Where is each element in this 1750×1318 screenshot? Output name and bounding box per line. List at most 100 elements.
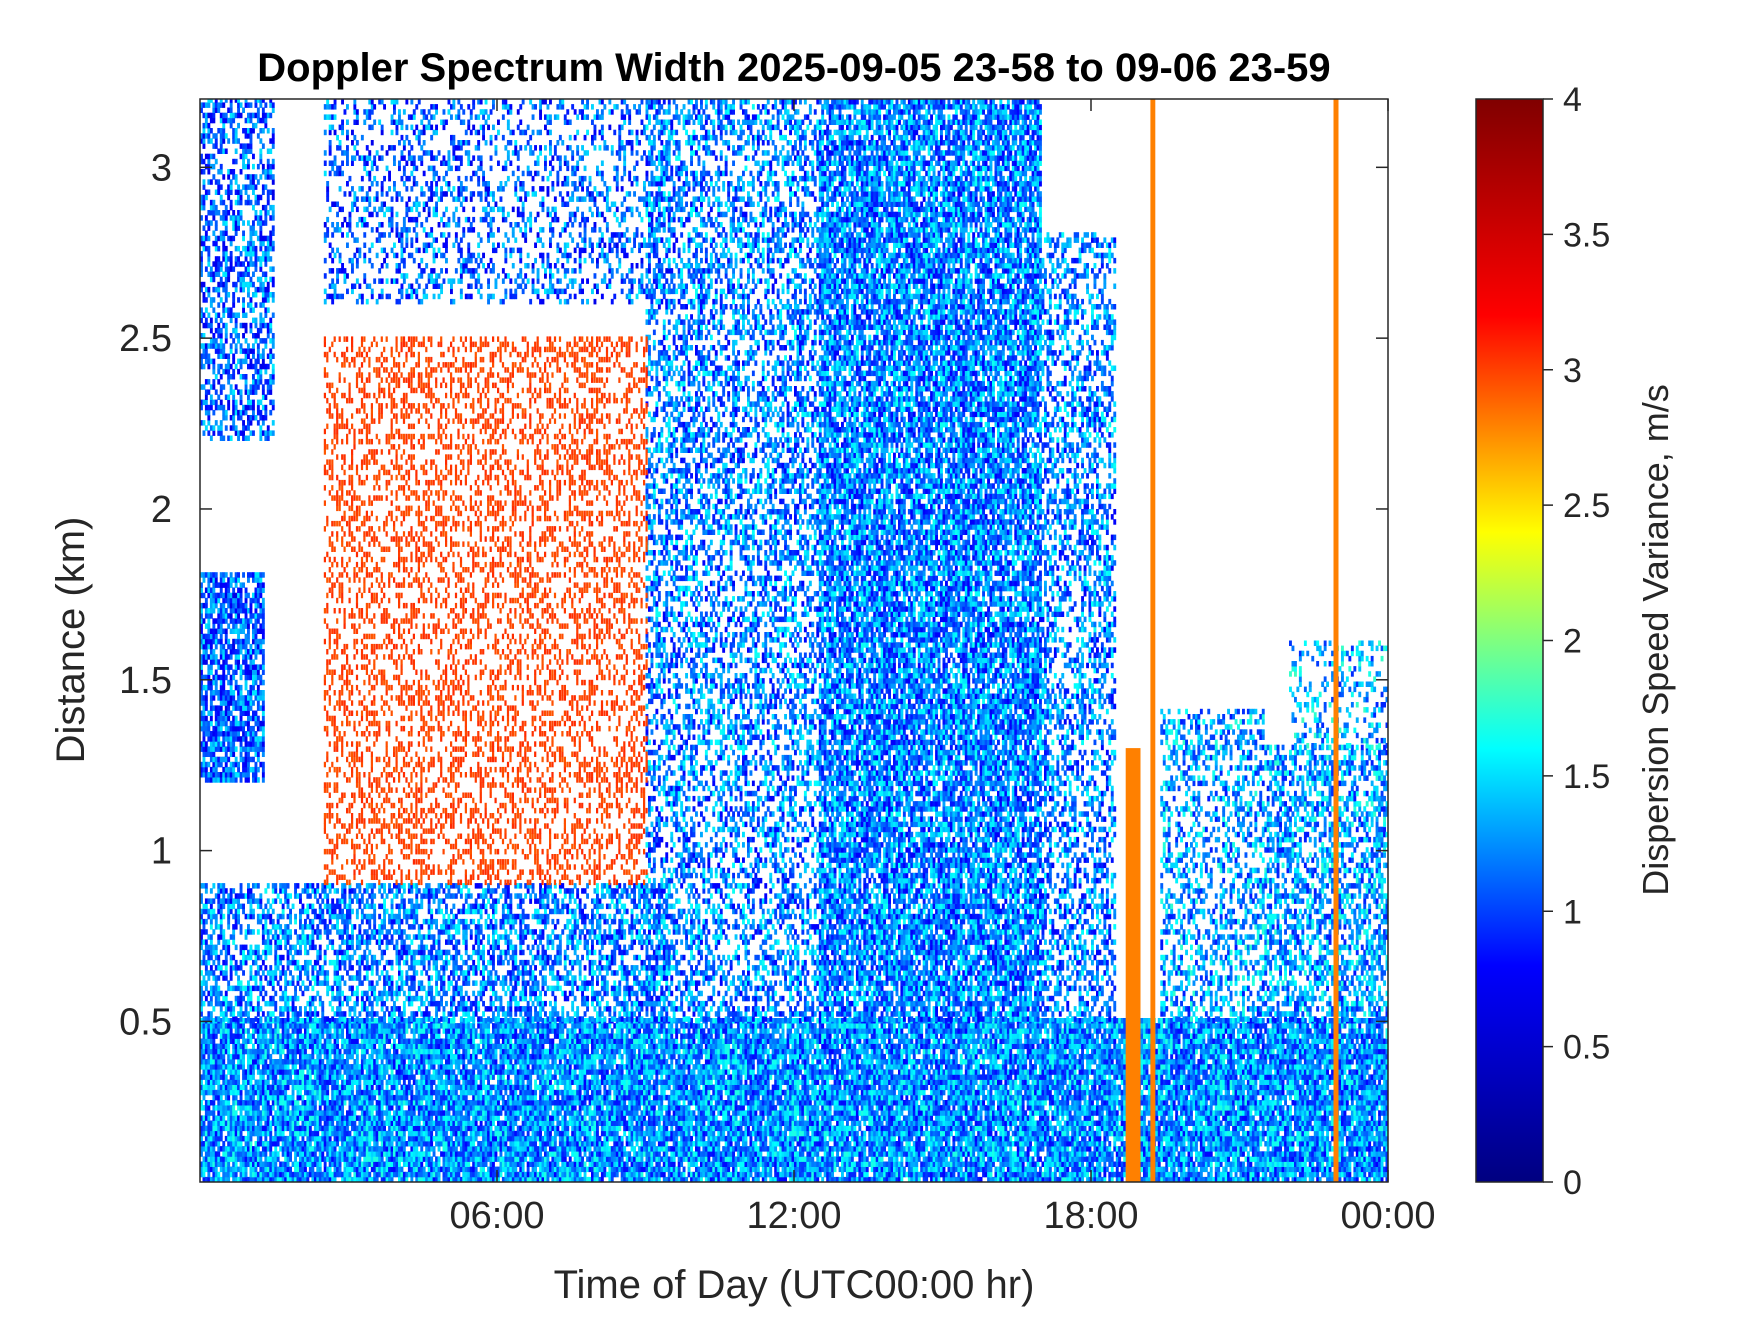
heatmap-cell xyxy=(495,1131,498,1137)
heatmap-cell xyxy=(227,1131,230,1137)
heatmap-cell xyxy=(586,1105,589,1111)
heatmap-cell xyxy=(247,1105,250,1111)
heatmap-cell xyxy=(336,1100,339,1106)
heatmap-cell xyxy=(623,1090,626,1096)
heatmap-cell xyxy=(267,1064,270,1070)
heatmap-cell xyxy=(534,1039,537,1045)
heatmap-cell xyxy=(611,1110,614,1116)
heatmap-cell xyxy=(556,1115,559,1121)
heatmap-cell xyxy=(396,1146,399,1152)
heatmap-cell xyxy=(425,1080,428,1086)
heatmap-cell xyxy=(428,1023,431,1029)
heatmap-cell xyxy=(207,1080,210,1086)
heatmap-cell xyxy=(571,1100,574,1106)
heatmap-cell xyxy=(547,1095,550,1101)
heatmap-cell xyxy=(542,1033,545,1039)
heatmap-cell xyxy=(408,1080,411,1086)
heatmap-cell xyxy=(324,1105,327,1111)
heatmap-cell xyxy=(455,1049,458,1055)
heatmap-cell xyxy=(467,1085,470,1091)
heatmap-cell xyxy=(250,1074,253,1080)
heatmap-cell xyxy=(601,1049,604,1055)
heatmap-cell xyxy=(366,1141,369,1147)
heatmap-cell xyxy=(455,1110,458,1116)
heatmap-cell xyxy=(306,1115,309,1121)
heatmap-cell xyxy=(242,1115,245,1121)
heatmap-cell xyxy=(517,1151,520,1157)
heatmap-cell xyxy=(299,1074,302,1080)
heatmap-cell xyxy=(287,1151,290,1157)
heatmap-cell xyxy=(482,1167,485,1173)
heatmap-cell xyxy=(497,1074,500,1080)
heatmap-cell xyxy=(383,1167,386,1173)
heatmap-cell xyxy=(373,1131,376,1137)
heatmap-cell xyxy=(215,1172,218,1178)
heatmap-cell xyxy=(556,1090,559,1096)
heatmap-cell xyxy=(512,1100,515,1106)
heatmap-cell xyxy=(465,1049,468,1055)
heatmap-cell xyxy=(383,1044,386,1050)
heatmap-cell xyxy=(220,1095,223,1101)
heatmap-cell xyxy=(227,1023,230,1029)
heatmap-cell xyxy=(475,1136,478,1142)
heatmap-cell xyxy=(492,1074,495,1080)
heatmap-cell xyxy=(272,1100,275,1106)
heatmap-cell xyxy=(452,1110,455,1116)
heatmap-cell xyxy=(547,1039,550,1045)
heatmap-cell xyxy=(297,1151,300,1157)
heatmap-cell xyxy=(242,1054,245,1060)
heatmap-cell xyxy=(475,1080,478,1086)
heatmap-cell xyxy=(311,1172,314,1178)
heatmap-cell xyxy=(542,1044,545,1050)
heatmap-cell xyxy=(358,1074,361,1080)
heatmap-cell xyxy=(207,1136,210,1142)
heatmap-cell xyxy=(561,1028,564,1034)
heatmap-cell xyxy=(507,1162,510,1168)
heatmap-cell xyxy=(524,1090,527,1096)
heatmap-cell xyxy=(452,1115,455,1121)
heatmap-cell xyxy=(561,1105,564,1111)
heatmap-cell xyxy=(232,1146,235,1152)
heatmap-cell xyxy=(252,1033,255,1039)
heatmap-cell xyxy=(517,1059,520,1065)
heatmap-cell xyxy=(433,1080,436,1086)
heatmap-cell xyxy=(502,1100,505,1106)
heatmap-cell xyxy=(596,1110,599,1116)
heatmap-cell xyxy=(222,1090,225,1096)
heatmap-cell xyxy=(346,1136,349,1142)
heatmap-cell xyxy=(581,1162,584,1168)
heatmap-cell xyxy=(207,1131,210,1137)
heatmap-cell xyxy=(413,1100,416,1106)
heatmap-cell xyxy=(428,1156,431,1162)
heatmap-cell xyxy=(207,1126,210,1132)
heatmap-cell xyxy=(353,1115,356,1121)
heatmap-cell xyxy=(576,1054,579,1060)
heatmap-cell xyxy=(294,1064,297,1070)
heatmap-cell xyxy=(551,1064,554,1070)
heatmap-cell xyxy=(292,1069,295,1075)
heatmap-cell xyxy=(492,1131,495,1137)
heatmap-cell xyxy=(601,1126,604,1132)
heatmap-cell xyxy=(576,1131,579,1137)
heatmap-cell xyxy=(215,1049,218,1055)
heatmap-cell xyxy=(487,1044,490,1050)
heatmap-cell xyxy=(299,1172,302,1178)
heatmap-cell xyxy=(564,1151,567,1157)
heatmap-cell xyxy=(596,1033,599,1039)
heatmap-cell xyxy=(363,1044,366,1050)
heatmap-cell xyxy=(512,1064,515,1070)
heatmap-cell xyxy=(391,1105,394,1111)
heatmap-cell xyxy=(292,1121,295,1127)
heatmap-cell xyxy=(556,1172,559,1178)
heatmap-cell xyxy=(235,1110,238,1116)
heatmap-cell xyxy=(408,1167,411,1173)
heatmap-cell xyxy=(217,1110,220,1116)
heatmap-cell xyxy=(455,1028,458,1034)
heatmap-cell xyxy=(358,1069,361,1075)
heatmap-cell xyxy=(339,1126,342,1132)
heatmap-cell xyxy=(532,1162,535,1168)
heatmap-cell xyxy=(222,1105,225,1111)
heatmap-cell xyxy=(438,1162,441,1168)
heatmap-cell xyxy=(403,1028,406,1034)
heatmap-cell xyxy=(564,1023,567,1029)
